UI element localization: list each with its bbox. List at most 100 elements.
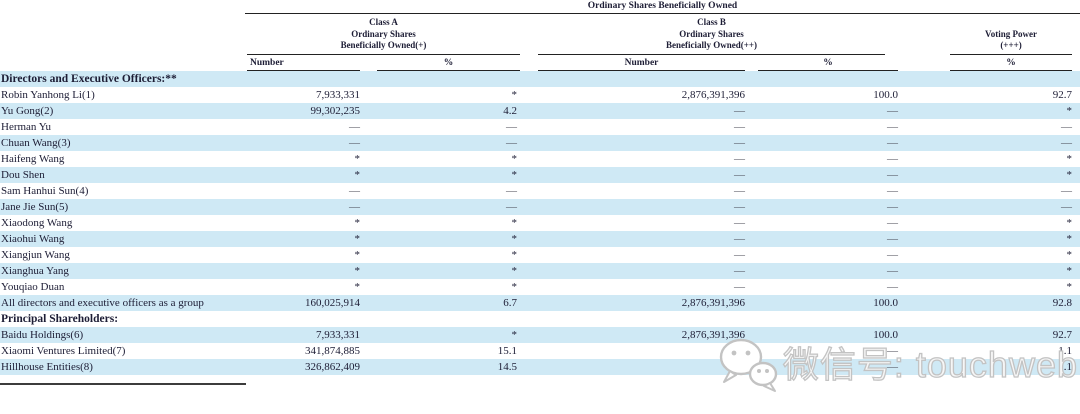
row-value: — bbox=[506, 136, 517, 149]
shareholding-table: Ordinary Shares Beneficially Owned Class… bbox=[0, 0, 1080, 375]
table-row: Herman Yu — — — — — bbox=[0, 119, 1080, 135]
row-value: 14.5 bbox=[497, 360, 517, 373]
row-value: * bbox=[354, 280, 361, 293]
row-name: Baidu Holdings(6) bbox=[1, 328, 84, 341]
table-row: Jane Jie Sun(5) — — — — — bbox=[0, 198, 1080, 215]
wechat-icon bbox=[719, 338, 778, 392]
table-row: Chuan Wang(3) — — — — — bbox=[0, 134, 1080, 151]
row-value: 7,933,331 bbox=[316, 328, 360, 341]
row-value: — bbox=[734, 152, 745, 165]
voting-power-line1: Voting Power bbox=[985, 28, 1037, 39]
row-value: — bbox=[1061, 184, 1073, 197]
voting-power-line2: (+++) bbox=[1000, 40, 1022, 50]
row-value: 99,302,235 bbox=[310, 104, 361, 117]
row-name: Jane Jie Sun(5) bbox=[1, 200, 69, 213]
row-value: * bbox=[354, 248, 361, 261]
row-value: — bbox=[887, 360, 898, 373]
row-name: Haifeng Wang bbox=[1, 152, 65, 165]
table-row: Baidu Holdings(6) 7,933,331 * 2,876,391,396… bbox=[0, 326, 1080, 343]
row-value: — bbox=[349, 200, 360, 213]
row-value: * bbox=[511, 216, 518, 229]
row-value: — bbox=[349, 184, 360, 197]
row-value: 341,874,885 bbox=[305, 344, 360, 357]
class-b-line2: Ordinary Shares bbox=[679, 28, 744, 39]
row-value: — bbox=[349, 136, 360, 149]
table-row: Haifeng Wang * * — — * bbox=[0, 151, 1080, 167]
table-row: Sam Hanhui Sun(4) — — — — — bbox=[0, 183, 1080, 199]
row-name: Youqiao Duan bbox=[1, 280, 65, 293]
row-value: — bbox=[887, 264, 898, 277]
row-name: Xiangjun Wang bbox=[1, 248, 70, 261]
section-row: Directors and Executive Officers:** bbox=[0, 70, 1080, 87]
row-value: — bbox=[734, 248, 745, 261]
row-value: — bbox=[887, 104, 898, 117]
row-value: 92.7 bbox=[1052, 88, 1073, 101]
table-body: Directors and Executive Officers:** Robin… bbox=[0, 70, 1080, 375]
row-value: — bbox=[887, 200, 898, 213]
row-value: — bbox=[1061, 200, 1073, 213]
row-name: Xiaomi Ventures Limited(7) bbox=[1, 344, 126, 357]
row-name: Robin Yanhong Li(1) bbox=[1, 88, 95, 101]
table-row: Dou Shen * * — — * bbox=[0, 166, 1080, 183]
row-value: 2,876,391,396 bbox=[681, 296, 745, 309]
row-value: * bbox=[1066, 152, 1073, 165]
row-value: * bbox=[511, 248, 518, 261]
row-name: Dou Shen bbox=[1, 168, 45, 181]
class-b-percent-header: % bbox=[748, 55, 900, 71]
table-row: Youqiao Duan * * — — * bbox=[0, 279, 1080, 295]
row-value: — bbox=[1061, 136, 1073, 149]
row-value: — bbox=[734, 216, 745, 229]
row-value: * bbox=[511, 88, 518, 101]
row-value: — bbox=[506, 120, 517, 133]
table-header: Ordinary Shares Beneficially Owned Class… bbox=[0, 0, 1080, 71]
row-value: — bbox=[887, 280, 898, 293]
row-value: — bbox=[1061, 120, 1073, 133]
class-a-line1: Class A bbox=[369, 17, 398, 27]
row-name: Yu Gong(2) bbox=[1, 104, 54, 117]
row-value: — bbox=[887, 216, 898, 229]
class-b-group-header: Class B Ordinary Shares Beneficially Own… bbox=[520, 14, 900, 55]
row-value: 100.0 bbox=[873, 328, 898, 341]
row-value: * bbox=[354, 264, 361, 277]
row-name: Xiaodong Wang bbox=[1, 216, 73, 229]
row-value: 4.2 bbox=[503, 104, 517, 117]
row-value: — bbox=[887, 120, 898, 133]
row-value: * bbox=[511, 152, 518, 165]
row-value: * bbox=[1066, 104, 1073, 117]
watermark-text: 微信号: touchweb bbox=[782, 344, 1078, 385]
table-row: Xiaodong Wang * * — — * bbox=[0, 215, 1080, 231]
row-value: * bbox=[511, 168, 518, 181]
row-value: — bbox=[734, 120, 745, 133]
table-row: All directors and executive officers as … bbox=[0, 294, 1080, 311]
row-value: * bbox=[511, 328, 518, 341]
row-value: — bbox=[734, 104, 745, 117]
row-value: 326,862,409 bbox=[305, 360, 360, 373]
row-value: — bbox=[734, 200, 745, 213]
row-value: — bbox=[734, 232, 745, 245]
row-value: 2,876,391,396 bbox=[681, 88, 745, 101]
row-value: 92.8 bbox=[1052, 296, 1073, 309]
row-value: * bbox=[1066, 248, 1073, 261]
row-value: 100.0 bbox=[873, 88, 898, 101]
class-a-line2: Ordinary Shares bbox=[351, 28, 416, 39]
row-value: — bbox=[520, 343, 748, 359]
row-value: * bbox=[1066, 232, 1073, 245]
row-name: Chuan Wang(3) bbox=[1, 136, 71, 149]
class-b-line3: Beneficially Owned(++) bbox=[666, 40, 757, 50]
row-value: * bbox=[1066, 280, 1073, 293]
row-value: — bbox=[887, 344, 898, 357]
row-value: 7,933,331 bbox=[316, 88, 360, 101]
row-name: All directors and executive officers as … bbox=[1, 296, 204, 309]
row-value: 2,876,391,396 bbox=[681, 328, 745, 341]
row-value: 15.1 bbox=[497, 344, 517, 357]
class-a-line3: Beneficially Owned(+) bbox=[340, 40, 427, 50]
row-value: — bbox=[734, 168, 745, 181]
row-value: — bbox=[887, 184, 898, 197]
class-a-percent-header: % bbox=[365, 55, 520, 71]
table-title-cell: Ordinary Shares Beneficially Owned bbox=[245, 0, 1080, 14]
voting-percent-header: % bbox=[900, 55, 1080, 71]
row-value: * bbox=[511, 232, 518, 245]
row-value: 1.1 bbox=[1058, 360, 1073, 373]
row-value: * bbox=[354, 216, 361, 229]
